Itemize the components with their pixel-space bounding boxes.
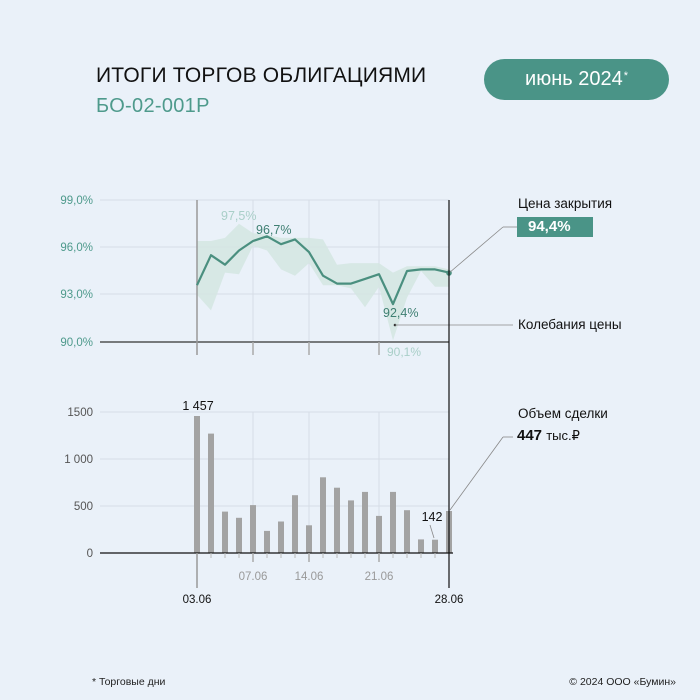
volume-bar <box>306 525 312 553</box>
volume-bar <box>194 416 200 553</box>
max-volume-annotation: 1 457 <box>182 399 213 413</box>
volume-bar <box>320 477 326 553</box>
volume-bar <box>418 539 424 553</box>
min-volume-annotation: 142 <box>422 510 443 524</box>
volume-bar <box>348 500 354 553</box>
close-price-value: 94,4% <box>517 217 593 237</box>
period-badge: июнь 2024 * <box>484 59 669 100</box>
max-annotation: 97,5% <box>221 209 256 223</box>
volume-ytick: 1500 <box>67 407 93 419</box>
volume-bar <box>278 521 284 553</box>
x-axis-labels: 03.06 07.06 14.06 21.06 28.06 <box>183 571 464 606</box>
volume-value: 447 тыс.₽ <box>517 427 580 444</box>
volume-bar <box>292 495 298 553</box>
bond-code: БО-02-001Р <box>96 95 210 117</box>
volume-bar <box>208 433 214 553</box>
volume-bar <box>264 530 270 553</box>
volume-label: Объем сделки <box>518 406 608 421</box>
xtick: 07.06 <box>239 571 268 583</box>
volume-bar <box>222 511 228 553</box>
price-chart: 99,0% 96,0% 93,0% 90,0% 97,5% 96,7% 92,4… <box>60 195 517 359</box>
price-ytick: 90,0% <box>60 337 93 349</box>
volume-bar <box>236 517 242 554</box>
volume-y-axis-labels: 1500 1 000 500 0 <box>64 407 93 560</box>
close-price-line <box>196 235 450 306</box>
volume-number: 447 <box>517 427 543 444</box>
volume-gridlines <box>100 411 449 553</box>
volume-ytick: 500 <box>74 501 93 513</box>
volume-ytick: 1 000 <box>64 454 93 466</box>
volume-leader-line <box>449 436 504 511</box>
xtick-end: 28.06 <box>435 594 464 606</box>
close-price-label: Цена закрытия <box>518 196 613 211</box>
volume-bar <box>250 505 256 553</box>
period-badge-footnote-mark: * <box>623 69 628 82</box>
peak-close-annotation: 96,7% <box>256 223 291 237</box>
price-ytick: 96,0% <box>60 242 93 254</box>
close-leader-line <box>448 226 504 274</box>
volume-bar <box>334 487 340 553</box>
price-range-label: Колебания цены <box>518 317 622 332</box>
volume-unit: тыс.₽ <box>546 428 580 443</box>
volume-chart: 1500 1 000 500 0 03.06 07.06 14.06 21.06… <box>64 200 513 606</box>
min-annotation: 90,1% <box>387 345 421 359</box>
volume-ytick: 0 <box>87 548 93 560</box>
low-close-annotation: 92,4% <box>383 306 418 320</box>
xtick-start: 03.06 <box>183 594 212 606</box>
volume-bar <box>376 515 382 553</box>
xtick: 21.06 <box>365 571 394 583</box>
price-ytick: 99,0% <box>60 195 93 207</box>
volume-bar <box>404 510 410 553</box>
footnote: * Торговые дни <box>92 676 166 688</box>
price-range-band <box>197 223 449 341</box>
copyright: © 2024 ООО «Бумин» <box>569 676 676 688</box>
page-title: ИТОГИ ТОРГОВ ОБЛИГАЦИЯМИ <box>96 64 427 87</box>
volume-bar <box>390 491 396 553</box>
price-ytick: 93,0% <box>60 289 93 301</box>
volume-bar <box>432 539 438 553</box>
price-y-axis-labels: 99,0% 96,0% 93,0% 90,0% <box>60 195 93 349</box>
volume-bar <box>362 491 368 553</box>
xtick: 14.06 <box>295 571 324 583</box>
period-badge-label: июнь 2024 <box>525 68 623 90</box>
volume-bars <box>194 416 452 554</box>
